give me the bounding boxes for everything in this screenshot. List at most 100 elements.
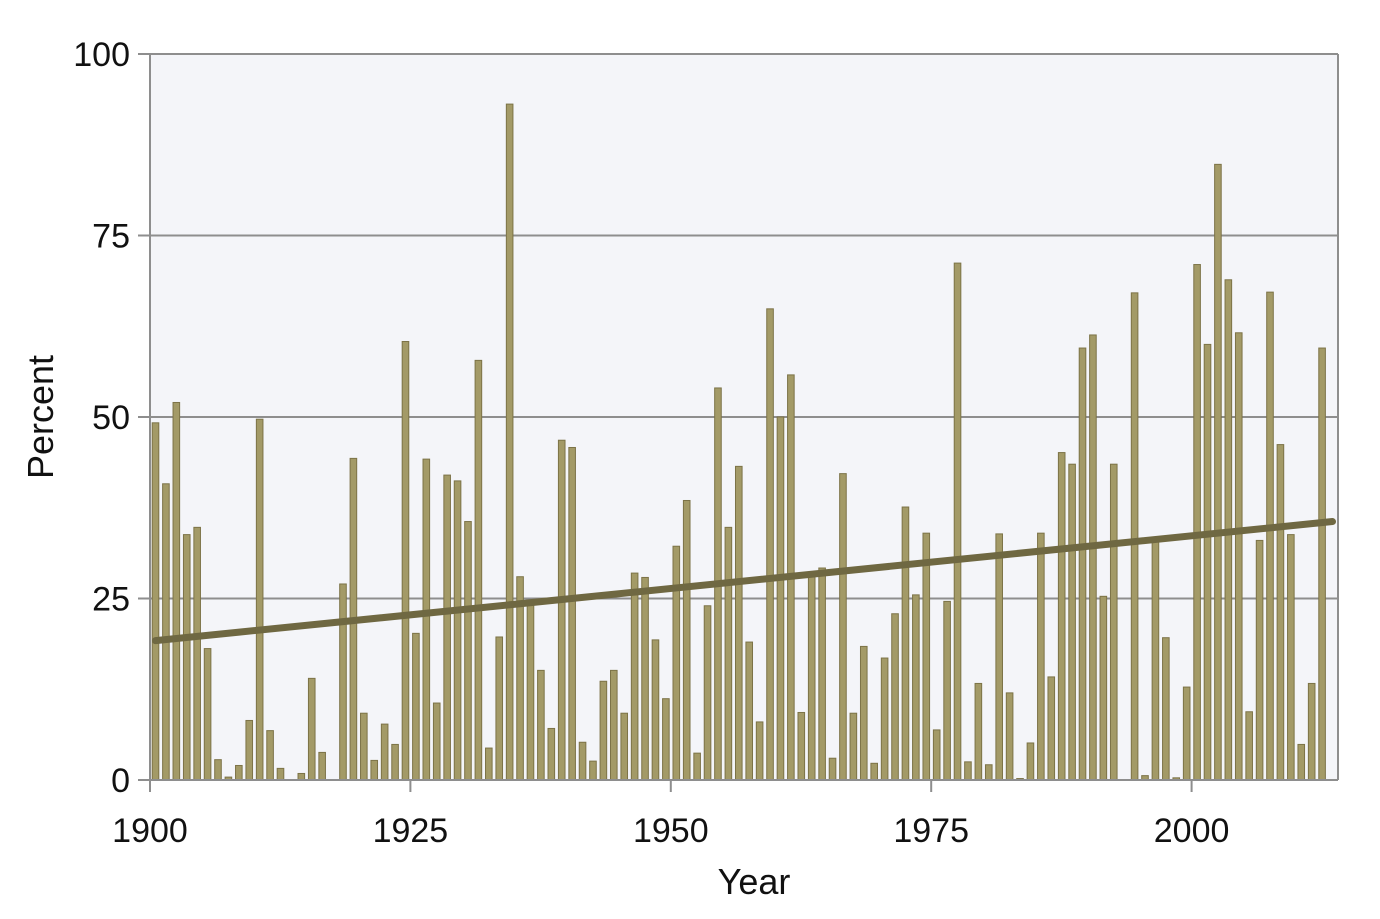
bar <box>589 760 597 781</box>
bar <box>370 759 379 781</box>
bar <box>1078 347 1087 781</box>
bar <box>182 534 191 781</box>
bar <box>474 359 483 781</box>
bar <box>151 422 160 781</box>
x-axis-title: Year <box>718 861 791 902</box>
bar <box>203 648 212 781</box>
bar <box>672 545 681 781</box>
bar <box>953 262 962 781</box>
bar <box>1297 743 1306 781</box>
y-tick-label: 25 <box>92 581 130 619</box>
bar <box>537 669 545 781</box>
bar <box>214 759 222 781</box>
bar <box>964 761 972 781</box>
bar <box>901 506 910 781</box>
bars <box>151 103 1326 781</box>
bar <box>1287 534 1295 781</box>
x-tick-label: 2000 <box>1154 812 1230 850</box>
bar <box>776 416 785 781</box>
bar <box>1109 463 1118 781</box>
bar <box>1307 682 1316 781</box>
bar <box>880 657 889 781</box>
bar <box>734 465 743 781</box>
bar <box>984 764 993 781</box>
y-tick-label: 100 <box>73 36 130 74</box>
bar <box>339 583 347 781</box>
bar <box>391 743 399 781</box>
bar <box>1255 539 1264 781</box>
bar <box>724 526 733 781</box>
y-tick-label: 75 <box>92 218 130 256</box>
bar <box>307 677 316 781</box>
y-axis-title: Percent <box>20 355 61 479</box>
bar <box>1047 676 1056 781</box>
tick-labels: 0 25 50 75 100 1900 1925 1950 1975 2000 <box>73 36 1229 850</box>
bar <box>318 751 326 781</box>
bar <box>766 308 774 781</box>
bar <box>1130 292 1139 781</box>
bar <box>922 532 931 781</box>
x-tick-label: 1950 <box>633 812 709 850</box>
bar <box>682 499 691 781</box>
bar <box>1037 532 1045 781</box>
bar <box>162 483 170 781</box>
bar <box>1318 347 1326 781</box>
bar <box>797 711 806 781</box>
bar <box>432 702 441 781</box>
bar <box>547 727 556 781</box>
bar <box>360 712 368 781</box>
bar <box>912 594 920 781</box>
bar <box>662 698 670 781</box>
bar <box>557 439 566 781</box>
bar <box>464 521 472 781</box>
bar <box>651 639 660 781</box>
bar <box>568 446 576 781</box>
bar <box>943 600 951 781</box>
bar <box>412 632 420 781</box>
bar <box>193 526 201 781</box>
bar <box>453 480 462 781</box>
x-tick-label: 1900 <box>112 812 188 850</box>
bar <box>485 747 493 781</box>
bar <box>1099 595 1108 781</box>
bar <box>1068 463 1076 781</box>
bar <box>245 719 254 781</box>
bar <box>745 641 754 781</box>
x-tick-label: 1925 <box>373 812 449 850</box>
bar <box>974 682 983 781</box>
bar <box>1151 539 1160 781</box>
bar <box>1026 742 1035 781</box>
bar <box>1276 444 1285 781</box>
bar <box>266 730 274 781</box>
bar <box>1214 163 1222 781</box>
bar <box>1162 637 1170 781</box>
bar <box>610 669 618 781</box>
bar <box>443 474 451 781</box>
bar <box>859 645 868 781</box>
bar <box>235 764 243 781</box>
bar <box>1203 343 1212 781</box>
bar <box>818 567 826 781</box>
bar <box>255 418 264 781</box>
bar <box>870 762 879 781</box>
bar <box>693 752 701 781</box>
bar <box>932 729 941 781</box>
bar <box>1089 334 1097 781</box>
bar <box>755 721 764 781</box>
bar <box>1182 686 1191 781</box>
y-tick-label: 0 <box>111 762 130 800</box>
bar <box>526 600 535 781</box>
trend-line <box>152 518 1336 645</box>
bar <box>276 767 285 781</box>
bar <box>578 741 587 781</box>
bar <box>172 401 181 781</box>
bar <box>839 473 847 781</box>
bar <box>1245 711 1253 781</box>
bar <box>1193 264 1201 781</box>
bar <box>505 103 514 781</box>
bar <box>422 458 431 781</box>
bar <box>495 636 504 781</box>
trend-line-group <box>152 518 1336 645</box>
bar <box>1234 332 1243 781</box>
